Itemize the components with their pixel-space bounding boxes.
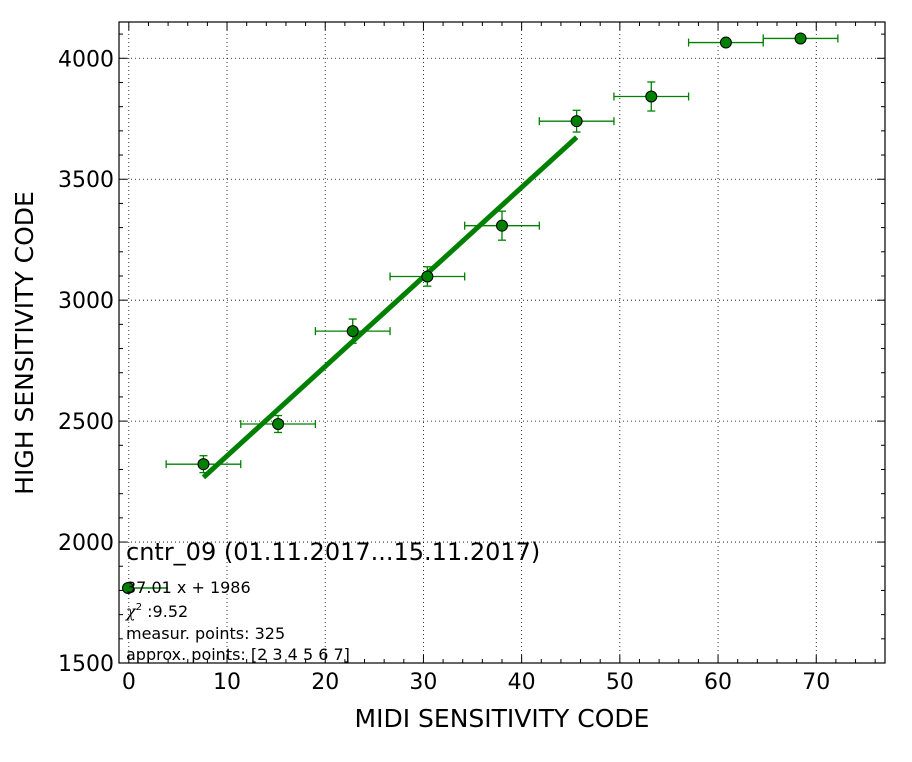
annotation-title: cntr_09 (01.11.2017...15.11.2017) xyxy=(126,538,540,566)
chi2-value: :9.52 xyxy=(142,602,188,621)
y-tick-label: 2500 xyxy=(58,410,114,435)
fit-layer xyxy=(201,135,579,480)
tick-labels: 0 10 20 30 40 50 60 70 1500 2000 2500 3000 3500 4000 xyxy=(58,47,830,695)
x-tick-label: 40 xyxy=(508,670,536,695)
point-marker xyxy=(346,325,359,338)
chi2-sup: 2 xyxy=(136,602,142,613)
x-tick-label: 0 xyxy=(122,670,136,695)
data-points xyxy=(165,32,839,474)
x-tick-label: 70 xyxy=(802,670,830,695)
y-tick-label: 3000 xyxy=(58,289,114,314)
data-point xyxy=(389,266,466,287)
plot-frame xyxy=(118,21,886,664)
x-tick-label: 10 xyxy=(213,670,241,695)
chi2-label: χ2 :9.52 xyxy=(125,602,188,621)
fit-legend-marker xyxy=(122,582,168,594)
y-tick-label: 2000 xyxy=(58,531,114,556)
chi2-symbol: χ xyxy=(125,602,137,621)
x-tick-label: 60 xyxy=(704,670,732,695)
data-point xyxy=(464,210,540,241)
fit-label: 37.01 x + 1986 xyxy=(126,578,251,597)
x-axis-label: MIDI SENSITIVITY CODE xyxy=(355,704,650,733)
y-axis-label: HIGH SENSITIVITY CODE xyxy=(10,191,39,495)
data-point xyxy=(687,36,764,49)
x-tick-label: 20 xyxy=(311,670,339,695)
point-marker xyxy=(197,458,210,471)
y-tick-label: 3500 xyxy=(58,168,114,193)
data-point xyxy=(613,81,690,112)
x-tick-label: 30 xyxy=(409,670,437,695)
point-marker xyxy=(272,418,285,431)
annotation-block: cntr_09 (01.11.2017...15.11.2017) 37.01 … xyxy=(122,538,540,664)
point-marker xyxy=(421,270,434,283)
data-point xyxy=(538,109,615,133)
data-point xyxy=(314,318,391,344)
y-tick-label: 4000 xyxy=(58,47,114,72)
x-tick-label: 50 xyxy=(606,670,634,695)
y-tick-label: 1500 xyxy=(58,652,114,677)
data-point xyxy=(165,455,242,474)
data-point xyxy=(762,32,839,45)
data-point xyxy=(240,414,317,434)
point-marker xyxy=(719,36,732,49)
point-marker xyxy=(794,32,807,45)
legend-dot xyxy=(122,582,134,594)
point-marker xyxy=(496,219,508,232)
approx-points-label: approx. points: [2 3 4 5 6 7] xyxy=(126,645,350,664)
ticks xyxy=(119,22,885,664)
point-marker xyxy=(645,90,658,103)
measur-points-label: measur. points: 325 xyxy=(126,624,285,643)
grid xyxy=(119,22,885,664)
point-marker xyxy=(570,115,583,128)
fit-line xyxy=(201,135,579,480)
